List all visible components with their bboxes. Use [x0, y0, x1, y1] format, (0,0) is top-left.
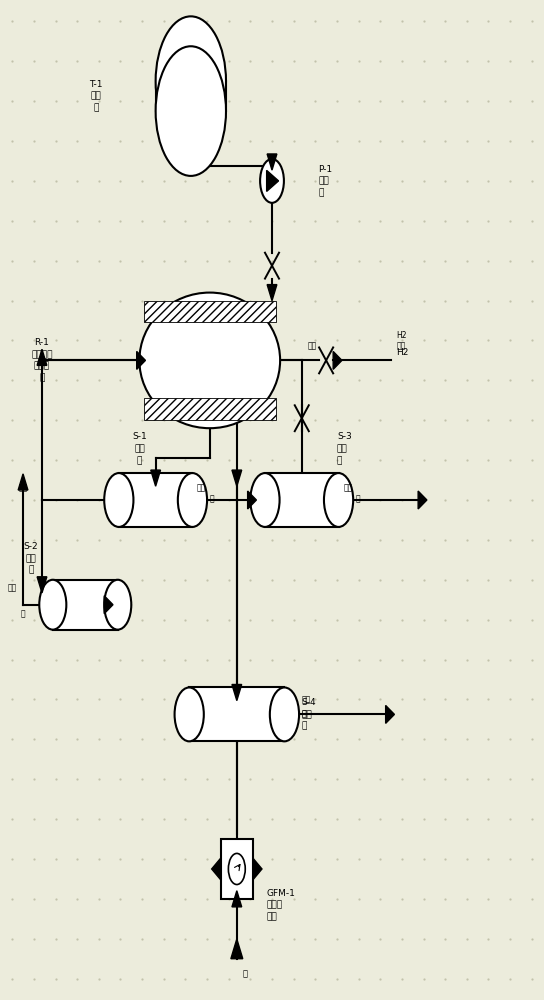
Ellipse shape	[250, 473, 280, 527]
Text: 出口: 出口	[307, 341, 317, 350]
Text: S-3
蒸底
液: S-3 蒸底 液	[337, 432, 352, 465]
Text: S-4
冷凝
水: S-4 冷凝 水	[302, 698, 317, 731]
Polygon shape	[333, 351, 342, 369]
Polygon shape	[253, 858, 262, 880]
Text: H2: H2	[397, 348, 409, 357]
Polygon shape	[267, 285, 277, 301]
Text: S-1
分馏
塔: S-1 分馏 塔	[132, 432, 147, 465]
Text: 出: 出	[210, 495, 214, 504]
Ellipse shape	[104, 580, 131, 630]
Bar	[144, 301, 276, 322]
Text: R-1
磁固定化
酶反应
器: R-1 磁固定化 酶反应 器	[31, 338, 53, 383]
Text: GFM-1
气体流
量计: GFM-1 气体流 量计	[267, 889, 295, 922]
Text: T-1
储浆
槽: T-1 储浆 槽	[89, 80, 103, 112]
Text: 出口: 出口	[8, 584, 17, 593]
Bar	[156, 81, 226, 111]
Ellipse shape	[139, 293, 280, 428]
Text: 气: 气	[242, 969, 247, 978]
Polygon shape	[104, 596, 113, 614]
Ellipse shape	[178, 473, 207, 527]
Ellipse shape	[39, 580, 66, 630]
Text: 出口: 出口	[197, 483, 206, 492]
Polygon shape	[267, 154, 277, 170]
Polygon shape	[232, 891, 242, 907]
Text: S-2
冷凝
水: S-2 冷凝 水	[24, 542, 39, 575]
Text: 出口: 出口	[302, 695, 311, 704]
Polygon shape	[137, 351, 145, 369]
Polygon shape	[37, 577, 47, 593]
Ellipse shape	[270, 687, 299, 741]
Text: 出口: 出口	[343, 483, 353, 492]
Polygon shape	[248, 491, 256, 509]
Polygon shape	[267, 170, 279, 191]
Ellipse shape	[156, 16, 226, 146]
Text: 出: 出	[21, 610, 26, 619]
Polygon shape	[232, 684, 242, 701]
Polygon shape	[231, 939, 243, 959]
Polygon shape	[232, 470, 242, 486]
Bar	[53, 580, 118, 630]
Polygon shape	[18, 474, 28, 490]
Text: 出口: 出口	[18, 483, 28, 492]
Ellipse shape	[324, 473, 353, 527]
Ellipse shape	[156, 46, 226, 176]
Text: H2
进料: H2 进料	[397, 331, 407, 350]
Polygon shape	[418, 491, 427, 509]
Polygon shape	[212, 858, 220, 880]
Circle shape	[260, 159, 284, 203]
Polygon shape	[151, 470, 160, 486]
Ellipse shape	[175, 687, 204, 741]
Bar	[119, 473, 193, 527]
Text: 出: 出	[302, 709, 306, 718]
Bar	[189, 687, 285, 741]
Polygon shape	[386, 705, 394, 723]
Text: P-1
输浆
泵: P-1 输浆 泵	[318, 165, 332, 197]
Ellipse shape	[104, 473, 133, 527]
Bar	[220, 839, 253, 899]
Polygon shape	[37, 349, 47, 365]
Bar	[265, 473, 338, 527]
Text: 出: 出	[356, 495, 361, 504]
Bar	[144, 398, 276, 420]
